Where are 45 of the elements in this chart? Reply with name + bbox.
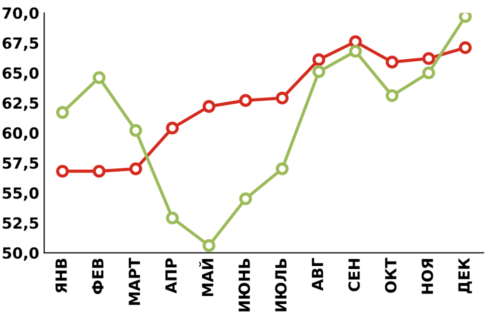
x-tick-label: ИЮНЬ <box>238 258 250 312</box>
y-tick-label: 67,5 <box>2 37 38 51</box>
y-tick-label: 70,0 <box>2 7 39 21</box>
x-tick-label: АВГ <box>312 258 324 291</box>
point <box>239 192 252 206</box>
point <box>422 52 436 65</box>
x-tick-label: АПР <box>165 258 177 294</box>
point <box>202 100 216 113</box>
y-tick-label: 65,0 <box>2 67 39 81</box>
y-tick-label: 50,0 <box>2 247 39 261</box>
x-tick-label: МАРТ <box>128 258 140 305</box>
y-tick-label: 62,5 <box>2 97 38 111</box>
y-tick-label: 57,5 <box>2 157 38 171</box>
point <box>312 53 326 66</box>
point <box>92 71 106 84</box>
x-tick-label: ИЮЛЬ <box>275 258 287 312</box>
point <box>166 212 179 224</box>
x-tick-label: ФЕВ <box>92 258 104 294</box>
y-tick-label: 52,5 <box>2 217 38 231</box>
point <box>276 162 289 176</box>
point <box>239 94 252 107</box>
point <box>458 41 472 54</box>
point <box>422 66 436 80</box>
x-tick-label: НОЯ <box>422 259 434 294</box>
point <box>56 106 69 119</box>
point <box>129 124 142 137</box>
point <box>129 162 142 176</box>
point <box>166 122 179 134</box>
y-tick-label: 55,0 <box>2 187 39 201</box>
y-tick-label: 60,0 <box>2 127 39 141</box>
x-tick-label: ДЕК <box>458 258 472 294</box>
x-tick-label: ОКТ <box>384 258 397 293</box>
x-tick-label: МАЙ <box>199 259 214 296</box>
point <box>349 44 362 58</box>
point <box>202 239 216 252</box>
point <box>56 164 69 178</box>
point <box>92 164 106 178</box>
point <box>386 56 398 68</box>
point <box>458 12 472 23</box>
x-tick-label: СЕН <box>348 259 360 292</box>
point <box>386 89 398 102</box>
point <box>276 92 289 104</box>
point <box>312 65 326 78</box>
point <box>349 35 362 48</box>
x-tick-label: ЯНВ <box>56 258 67 293</box>
